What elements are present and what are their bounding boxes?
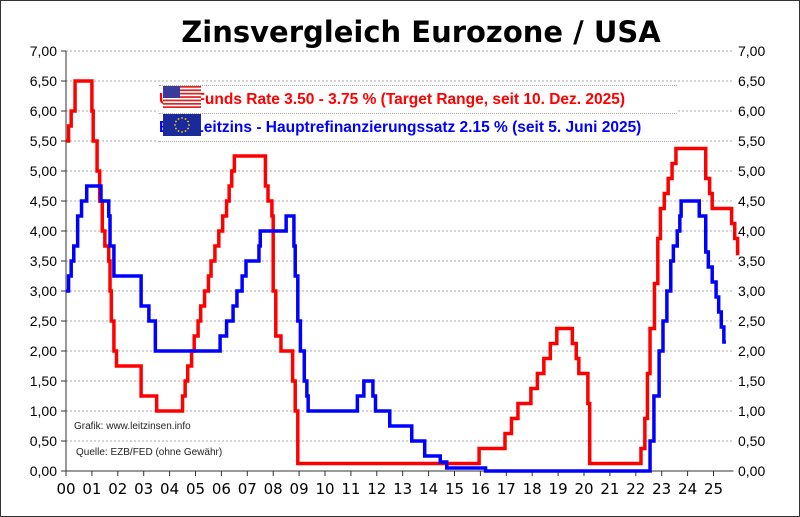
x-tick-label: 03 xyxy=(134,480,153,498)
x-tick-label: 14 xyxy=(419,480,438,498)
eu-star-icon xyxy=(175,120,177,123)
x-tick-label: 24 xyxy=(678,480,697,498)
y-tick-label-left: 3,00 xyxy=(30,283,57,299)
y-tick-label-left: 2,00 xyxy=(30,343,57,359)
legend-label-usa: USA Funds Rate 3.50 - 3.75 % (Target Ran… xyxy=(159,90,626,108)
y-tick-label-left: 4,50 xyxy=(30,193,57,209)
x-tick-label: 06 xyxy=(212,480,231,498)
x-tick-label: 07 xyxy=(238,480,257,498)
source-note-quelle: Quelle: EZB/FED (ohne Gewähr) xyxy=(76,447,223,458)
x-tick-label: 17 xyxy=(497,480,516,498)
y-tick-label-right: 2,00 xyxy=(738,343,765,359)
eu-star-icon xyxy=(187,120,189,123)
x-tick-label: 11 xyxy=(341,480,360,498)
eu-star-icon xyxy=(177,130,180,132)
y-tick-label-left: 3,50 xyxy=(30,253,57,269)
x-tick-label: 23 xyxy=(652,480,671,498)
y-tick-label-right: 0,50 xyxy=(738,433,765,449)
chart-title: Zinsvergleich Eurozone / USA xyxy=(181,15,661,49)
y-tick-label-right: 4,50 xyxy=(738,193,765,209)
x-tick-label: 15 xyxy=(445,480,464,498)
y-tick-label-left: 4,00 xyxy=(30,223,57,239)
eu-star-icon xyxy=(187,127,189,130)
eu-star-icon xyxy=(181,131,183,133)
series-line-usa xyxy=(66,79,740,466)
x-tick-label: 05 xyxy=(186,480,205,498)
x-tick-label: 22 xyxy=(626,480,645,498)
y-tick-label-right: 7,00 xyxy=(738,43,765,59)
y-tick-label-left: 1,00 xyxy=(30,403,57,419)
y-tick-label-left: 6,50 xyxy=(30,73,57,89)
y-tick-label-right: 5,50 xyxy=(738,133,765,149)
source-note-grafik: Grafik: www.leitzinsen.info xyxy=(74,421,191,432)
eu-star-icon xyxy=(175,127,177,130)
x-tick-label: 04 xyxy=(160,480,179,498)
y-tick-label-right: 6,50 xyxy=(738,73,765,89)
x-tick-label: 20 xyxy=(574,480,593,498)
eu-star-icon xyxy=(184,130,187,132)
x-tick-label: 13 xyxy=(393,480,412,498)
x-tick-label: 21 xyxy=(600,480,619,498)
y-tick-label-left: 6,00 xyxy=(30,103,57,119)
legend-item-ezb: EZB Leitzins - Hauptrefinanzierungssatz … xyxy=(159,114,677,142)
y-tick-label-right: 1,50 xyxy=(738,373,765,389)
y-tick-label-left: 7,00 xyxy=(30,43,57,59)
y-tick-label-right: 3,50 xyxy=(738,253,765,269)
y-tick-label-left: 5,50 xyxy=(30,133,57,149)
y-tick-label-left: 5,00 xyxy=(30,163,57,179)
eu-star-icon xyxy=(181,117,183,119)
y-tick-label-left: 0,50 xyxy=(30,433,57,449)
x-tick-label: 01 xyxy=(82,480,101,498)
y-tick-label-left: 2,50 xyxy=(30,313,57,329)
x-tick-label: 09 xyxy=(290,480,309,498)
y-tick-label-right: 0,00 xyxy=(738,463,765,479)
y-tick-label-right: 5,00 xyxy=(738,163,765,179)
x-tick-label: 10 xyxy=(315,480,334,498)
y-tick-label-right: 2,50 xyxy=(738,313,765,329)
x-tick-label: 02 xyxy=(108,480,127,498)
x-tick-label: 19 xyxy=(549,480,568,498)
series-line-ezb xyxy=(66,184,726,473)
x-tick-label: 25 xyxy=(704,480,723,498)
x-tick-label: 18 xyxy=(523,480,542,498)
us-flag-icon xyxy=(163,86,201,108)
legend-item-usa: USA Funds Rate 3.50 - 3.75 % (Target Ran… xyxy=(159,85,677,114)
eu-flag-icon xyxy=(163,114,201,136)
legend-label-ezb: EZB Leitzins - Hauptrefinanzierungssatz … xyxy=(159,118,642,136)
eu-star-icon xyxy=(177,118,180,120)
y-tick-label-right: 6,00 xyxy=(738,103,765,119)
y-tick-label-right: 1,00 xyxy=(738,403,765,419)
y-tick-label-right: 3,00 xyxy=(738,283,765,299)
x-tick-label: 00 xyxy=(56,480,75,498)
y-tick-label-right: 4,00 xyxy=(738,223,765,239)
y-tick-label-left: 1,50 xyxy=(30,373,57,389)
eu-star-icon xyxy=(174,124,176,126)
x-tick-label: 12 xyxy=(367,480,386,498)
eu-star-icon xyxy=(188,124,190,126)
eu-star-icon xyxy=(184,118,187,120)
y-tick-label-left: 0,00 xyxy=(30,463,57,479)
x-tick-label: 16 xyxy=(471,480,490,498)
x-tick-label: 08 xyxy=(264,480,283,498)
